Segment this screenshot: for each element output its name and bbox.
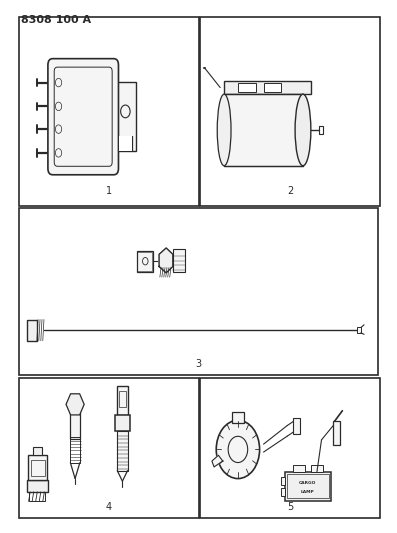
Bar — [19, 208, 378, 375]
Bar — [319, 126, 324, 134]
Bar — [115, 415, 130, 431]
Bar — [27, 480, 48, 492]
Circle shape — [216, 420, 260, 479]
Text: 3: 3 — [195, 359, 202, 369]
Bar — [287, 474, 329, 498]
Bar — [285, 472, 331, 501]
Bar — [293, 418, 300, 433]
Bar — [114, 82, 136, 151]
Bar — [31, 460, 45, 476]
Bar — [311, 465, 323, 472]
Ellipse shape — [217, 94, 231, 166]
Bar — [357, 327, 361, 333]
Text: CARGO: CARGO — [299, 481, 316, 485]
Bar — [117, 431, 127, 471]
Bar — [281, 477, 285, 485]
Bar — [19, 17, 199, 206]
Bar — [293, 465, 305, 472]
Bar — [301, 94, 303, 166]
Bar — [173, 249, 185, 272]
Text: 8308 100 A: 8308 100 A — [21, 14, 91, 25]
Bar — [70, 437, 80, 463]
Bar — [224, 81, 311, 94]
Bar — [264, 83, 281, 92]
Bar — [232, 413, 244, 423]
Bar — [29, 492, 45, 502]
Bar — [200, 17, 380, 206]
Bar — [119, 391, 125, 407]
Bar — [19, 378, 199, 519]
Text: 1: 1 — [106, 186, 112, 196]
Text: 4: 4 — [106, 502, 112, 512]
Bar — [333, 421, 340, 445]
Bar — [224, 94, 303, 166]
Bar — [27, 319, 37, 341]
Text: 2: 2 — [287, 186, 293, 196]
FancyBboxPatch shape — [48, 59, 118, 175]
Bar — [200, 378, 380, 519]
Text: LAMP: LAMP — [301, 489, 315, 494]
Bar — [33, 447, 42, 455]
Bar — [70, 407, 80, 439]
Bar — [119, 136, 132, 151]
Bar — [281, 488, 285, 496]
Bar — [137, 252, 152, 271]
Bar — [238, 83, 256, 92]
Text: 5: 5 — [287, 502, 293, 512]
Polygon shape — [212, 455, 223, 467]
Ellipse shape — [295, 94, 311, 166]
Bar — [137, 251, 153, 272]
Bar — [28, 455, 47, 480]
Polygon shape — [159, 248, 173, 273]
Bar — [117, 386, 127, 415]
